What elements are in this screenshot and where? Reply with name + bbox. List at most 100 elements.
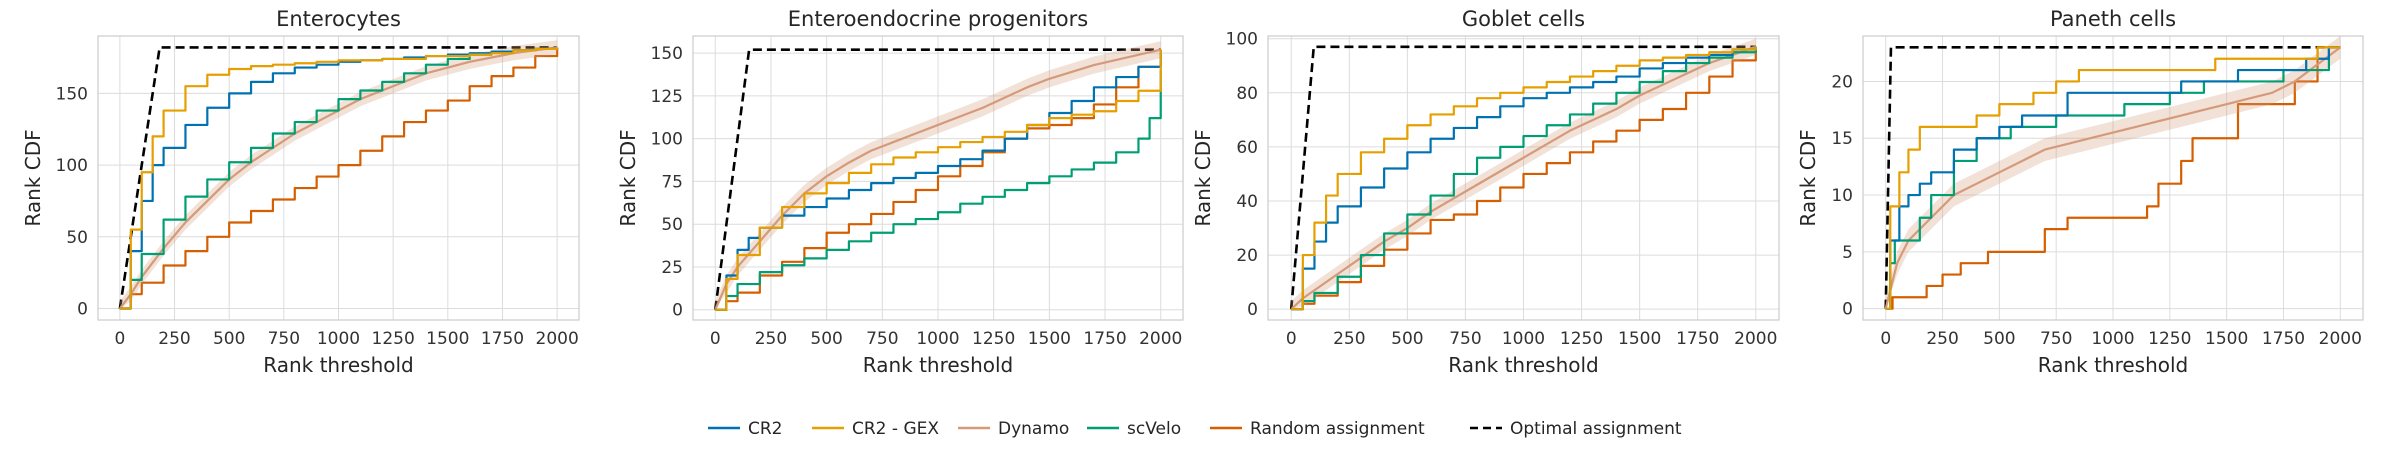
y-tick-label: 50 <box>66 228 88 248</box>
y-axis-label: Rank CDF <box>616 129 640 226</box>
panel-title: Enteroendocrine progenitors <box>788 7 1088 31</box>
series-line-random-assignment <box>119 47 559 310</box>
x-tick-label: 250 <box>1926 329 1958 349</box>
series-line-random-assignment <box>1885 46 2341 310</box>
y-tick-label: 0 <box>1247 300 1258 320</box>
x-tick-label: 500 <box>213 329 245 349</box>
series-group <box>1289 38 1757 311</box>
y-tick-label: 40 <box>1236 192 1258 212</box>
plot-frame <box>1267 35 1780 321</box>
y-tick-label: 75 <box>661 172 683 192</box>
x-axis-label: Rank threshold <box>2038 353 2189 377</box>
panel-title: Paneth cells <box>2050 7 2176 31</box>
x-tick-label: 750 <box>2040 329 2072 349</box>
x-tick-label: 0 <box>114 329 125 349</box>
series-line-cr2-gex <box>119 47 559 310</box>
legend-label: Optimal assignment <box>1510 419 1682 439</box>
y-tick-label: 50 <box>661 215 683 235</box>
series-group <box>713 41 1162 311</box>
x-axis-label: Rank threshold <box>863 353 1014 377</box>
x-tick-label: 1250 <box>372 329 415 349</box>
series-line-dynamo <box>1884 46 2341 309</box>
chart-panels: 0 250 500 750 1000 1250 1500 1750 2000050100150E… <box>21 7 2364 377</box>
y-tick-label: 100 <box>56 156 88 176</box>
x-tick-label: 1000 <box>317 329 360 349</box>
y-axis-label: Rank CDF <box>1191 129 1215 226</box>
x-tick-label: 1750 <box>1676 329 1719 349</box>
series-line-random-assignment <box>715 49 1162 311</box>
x-tick-label: 1250 <box>972 329 1015 349</box>
y-tick-label: 80 <box>1236 84 1258 104</box>
y-tick-label: 0 <box>672 301 683 321</box>
plot-frame <box>692 35 1184 321</box>
y-tick-label: 10 <box>1831 186 1853 206</box>
legend-label: CR2 <box>748 419 783 439</box>
x-tick-label: 500 <box>810 329 842 349</box>
x-tick-label: 1500 <box>426 329 469 349</box>
legend-label: CR2 - GEX <box>852 419 939 439</box>
y-tick-label: 25 <box>661 258 683 278</box>
y-tick-label: 20 <box>1236 246 1258 266</box>
x-tick-label: 250 <box>755 329 787 349</box>
legend-label: Dynamo <box>998 419 1069 439</box>
legend-item-random-assignment: Random assignment <box>1210 419 1425 439</box>
legend: CR2 CR2 - GEX Dynamo scVelo Random assignmen… <box>708 419 1682 439</box>
legend-item-scvelo: scVelo <box>1087 419 1181 439</box>
series-line-scvelo <box>1885 46 2341 310</box>
x-tick-label: 250 <box>158 329 190 349</box>
plot-frame <box>97 35 580 321</box>
y-axis-label: Rank CDF <box>1796 129 1820 226</box>
series-line-dynamo <box>1290 45 1757 310</box>
panel-2: 0 250 500 750 1000 1250 1500 1750 2000 0 20 40 60 80 1… <box>1191 7 1780 377</box>
series-line-cr2-gex <box>1291 46 1757 311</box>
x-tick-label: 1750 <box>481 329 524 349</box>
x-tick-label: 500 <box>1983 329 2015 349</box>
panel-title: Goblet cells <box>1462 7 1585 31</box>
y-tick-label: 15 <box>1831 129 1853 149</box>
x-tick-label: 1500 <box>1618 329 1661 349</box>
series-line-random-assignment <box>1291 46 1757 311</box>
x-tick-label: 1000 <box>2091 329 2134 349</box>
legend-item-cr2-gex: CR2 - GEX <box>812 419 939 439</box>
x-tick-label: 1250 <box>2148 329 2191 349</box>
y-tick-label: 5 <box>1842 243 1853 263</box>
x-tick-label: 750 <box>268 329 300 349</box>
series-group <box>1884 36 2341 310</box>
series-line-optimal-assignment <box>118 46 558 309</box>
y-tick-label: 100 <box>651 130 683 150</box>
y-tick-label: 0 <box>77 300 88 320</box>
x-tick-label: 2000 <box>1734 329 1777 349</box>
legend-label: Random assignment <box>1250 419 1425 439</box>
series-line-optimal-assignment <box>1289 45 1756 310</box>
series-line-cr2 <box>1291 46 1757 311</box>
x-tick-label: 750 <box>866 329 898 349</box>
panel-0: 0 250 500 750 1000 1250 1500 1750 2000 0 50 100 150 E… <box>21 7 580 377</box>
series-line-cr2 <box>1885 46 2341 310</box>
x-tick-label: 1500 <box>2205 329 2248 349</box>
series-band-dynamo <box>715 41 1161 310</box>
series-line-cr2-gex <box>1885 46 2341 310</box>
series-group <box>118 40 559 310</box>
legend-label: scVelo <box>1127 419 1181 439</box>
series-line-cr2-gex <box>715 49 1162 311</box>
series-line-cr2 <box>119 47 559 310</box>
x-tick-label: 2000 <box>2319 329 2362 349</box>
series-line-dynamo <box>118 46 558 310</box>
x-tick-label: 250 <box>1333 329 1365 349</box>
series-line-optimal-assignment <box>713 48 1161 310</box>
y-tick-label: 0 <box>1842 300 1853 320</box>
x-tick-label: 2000 <box>1139 329 1182 349</box>
plot-frame <box>1862 35 2364 321</box>
y-axis-label: Rank CDF <box>21 129 45 226</box>
x-tick-label: 1750 <box>1083 329 1126 349</box>
y-tick-label: 100 <box>1226 30 1258 50</box>
x-axis-label: Rank threshold <box>1448 353 1599 377</box>
x-tick-label: 1750 <box>2262 329 2305 349</box>
y-tick-label: 60 <box>1236 138 1258 158</box>
series-band-dynamo <box>1291 38 1756 310</box>
x-tick-label: 1000 <box>1502 329 1545 349</box>
x-tick-label: 500 <box>1391 329 1423 349</box>
panel-1: 0 250 500 750 1000 1250 1500 1750 2000 0 25 50 75 100… <box>616 7 1184 377</box>
y-tick-label: 125 <box>651 87 683 107</box>
